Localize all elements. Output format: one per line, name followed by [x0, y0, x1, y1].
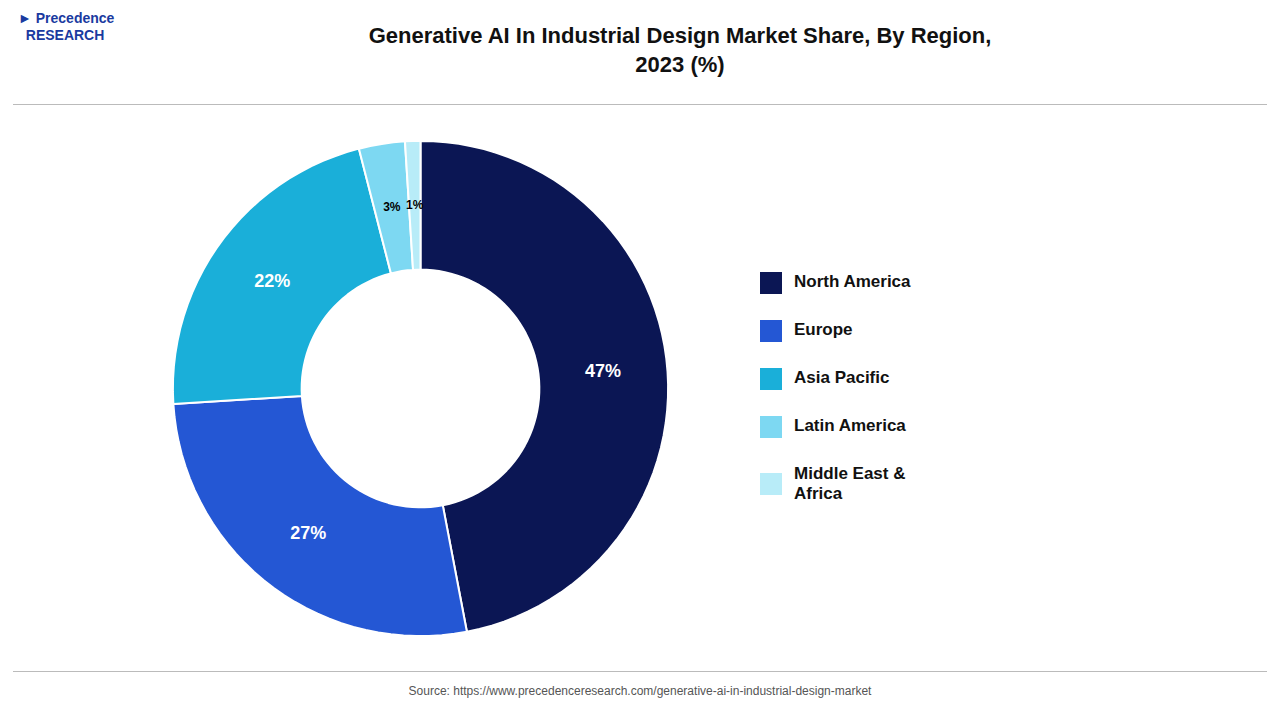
html-text:Source: https://www.precedence: Source: https://www.precedenceresearch.c… — [408, 684, 872, 698]
svg-text:3%: 3% — [383, 200, 401, 214]
html-text:Middle East & Africa: Middle East & Africa — [794, 463, 906, 503]
html-text:► Precedence RESEARCH: ► Precedence RESEARCH — [18, 10, 115, 43]
html-text:Europe: Europe — [794, 320, 853, 340]
html-text:Latin America: Latin America — [794, 416, 906, 436]
svg-text:27%: 27% — [290, 523, 326, 543]
svg-text:1%: 1% — [406, 198, 424, 212]
svg-text:22%: 22% — [254, 271, 290, 291]
html-text:Generative AI In Industrial De: Generative AI In Industrial Design Marke… — [368, 23, 992, 77]
svg-text:47%: 47% — [585, 361, 621, 381]
html-text:North America: North America — [794, 272, 911, 292]
html-text:Asia Pacific: Asia Pacific — [794, 368, 890, 388]
